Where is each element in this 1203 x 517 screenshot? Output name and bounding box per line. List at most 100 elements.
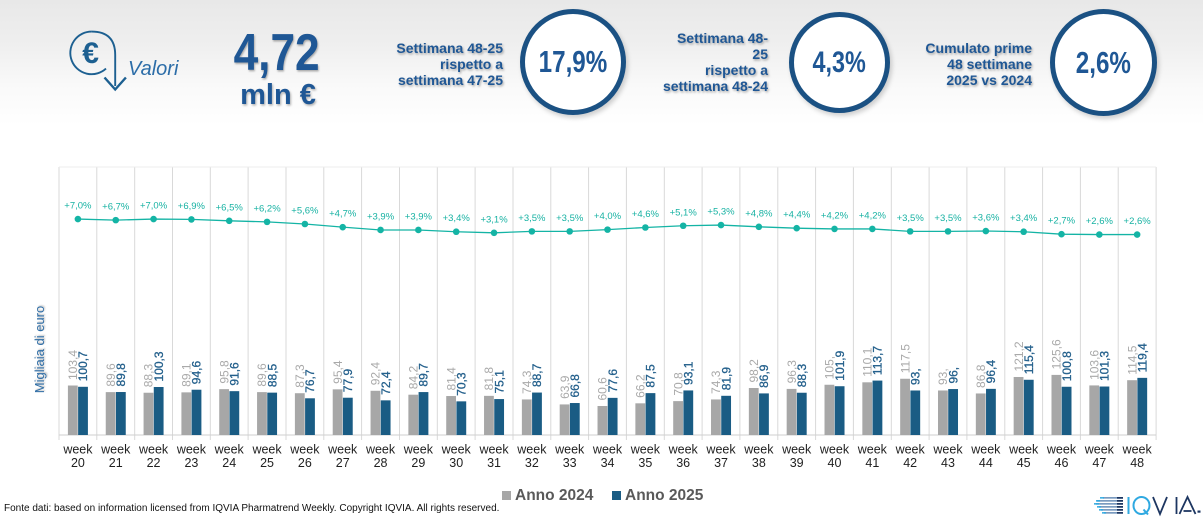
svg-text:+4,4%: +4,4% <box>783 210 811 221</box>
svg-text:+5,1%: +5,1% <box>670 207 698 218</box>
svg-text:week: week <box>403 443 434 457</box>
svg-text:week: week <box>1046 443 1077 457</box>
svg-text:week: week <box>592 443 623 457</box>
svg-text:74,3: 74,3 <box>520 370 534 394</box>
svg-text:27: 27 <box>336 456 350 470</box>
svg-text:63,9: 63,9 <box>558 375 572 399</box>
svg-text:93,: 93, <box>936 368 950 385</box>
svg-text:week: week <box>705 443 736 457</box>
svg-text:70,8: 70,8 <box>671 372 685 396</box>
svg-text:+6,7%: +6,7% <box>102 202 130 213</box>
svg-text:week: week <box>857 443 888 457</box>
svg-text:77,6: 77,6 <box>606 369 620 393</box>
svg-text:+3,4%: +3,4% <box>443 213 471 224</box>
svg-text:24: 24 <box>222 456 236 470</box>
svg-text:121,2: 121,2 <box>1012 341 1026 371</box>
svg-text:86,9: 86,9 <box>757 364 771 388</box>
svg-text:week: week <box>1084 443 1115 457</box>
svg-text:+4,2%: +4,2% <box>821 210 849 221</box>
svg-text:37: 37 <box>714 456 728 470</box>
svg-text:+3,6%: +3,6% <box>972 213 1000 224</box>
svg-text:26: 26 <box>298 456 312 470</box>
svg-text:€: € <box>82 37 99 70</box>
svg-text:103,6: 103,6 <box>1087 350 1101 380</box>
svg-text:89,6: 89,6 <box>255 363 269 387</box>
svg-text:81,9: 81,9 <box>719 367 733 391</box>
svg-text:113,7: 113,7 <box>871 346 885 375</box>
svg-text:+4,2%: +4,2% <box>859 210 887 221</box>
svg-text:+6,2%: +6,2% <box>253 203 281 214</box>
svg-text:34: 34 <box>601 456 615 470</box>
svg-text:23: 23 <box>184 456 198 470</box>
svg-text:87,5: 87,5 <box>644 364 658 388</box>
svg-text:66,8: 66,8 <box>568 374 582 398</box>
svg-text:45: 45 <box>1017 456 1031 470</box>
svg-text:101,9: 101,9 <box>833 350 847 380</box>
svg-text:70,3: 70,3 <box>455 372 469 396</box>
svg-text:86,8: 86,8 <box>974 364 988 388</box>
svg-text:40: 40 <box>828 456 842 470</box>
svg-text:91,6: 91,6 <box>228 362 242 386</box>
svg-text:week: week <box>668 443 699 457</box>
svg-text:43: 43 <box>941 456 955 470</box>
svg-text:98,2: 98,2 <box>747 359 761 383</box>
svg-text:100,7: 100,7 <box>76 351 90 381</box>
svg-text:+7,0%: +7,0% <box>64 201 92 212</box>
svg-text:week: week <box>932 443 963 457</box>
svg-text:89,1: 89,1 <box>180 363 194 387</box>
svg-text:week: week <box>819 443 850 457</box>
svg-text:100,3: 100,3 <box>152 351 166 381</box>
svg-text:88,5: 88,5 <box>265 363 279 387</box>
svg-text:+3,9%: +3,9% <box>405 211 433 222</box>
svg-text:84,2: 84,2 <box>406 366 420 390</box>
svg-text:96,3: 96,3 <box>785 360 799 384</box>
svg-text:+6,9%: +6,9% <box>178 201 206 212</box>
svg-text:+5,3%: +5,3% <box>707 207 735 218</box>
svg-text:32: 32 <box>525 456 539 470</box>
svg-text:41: 41 <box>865 456 879 470</box>
svg-text:105,: 105, <box>823 356 837 379</box>
svg-text:36: 36 <box>676 456 690 470</box>
svg-text:+3,5%: +3,5% <box>556 213 584 224</box>
svg-text:103,4: 103,4 <box>66 350 80 380</box>
svg-text:31: 31 <box>487 456 501 470</box>
svg-text:76,7: 76,7 <box>303 369 317 393</box>
svg-text:week: week <box>1008 443 1039 457</box>
svg-text:Migliaia di euro: Migliaia di euro <box>32 306 47 393</box>
svg-text:+2,6%: +2,6% <box>1086 216 1114 227</box>
svg-text:+2,6%: +2,6% <box>1124 216 1152 227</box>
svg-text:89,6: 89,6 <box>104 363 118 387</box>
svg-text:week: week <box>62 443 93 457</box>
svg-text:77,9: 77,9 <box>341 369 355 393</box>
svg-text:week: week <box>289 443 320 457</box>
svg-text:46: 46 <box>1055 456 1069 470</box>
svg-text:+3,9%: +3,9% <box>367 211 395 222</box>
svg-text:115,4: 115,4 <box>1022 345 1036 374</box>
svg-text:+3,4%: +3,4% <box>1010 213 1038 224</box>
svg-text:96,: 96, <box>946 367 960 384</box>
svg-text:week: week <box>895 443 926 457</box>
svg-text:94,6: 94,6 <box>190 361 204 385</box>
svg-text:week: week <box>327 443 358 457</box>
svg-text:66,2: 66,2 <box>633 374 647 398</box>
svg-text:week: week <box>630 443 661 457</box>
svg-text:125,6: 125,6 <box>1050 339 1064 369</box>
svg-text:44: 44 <box>979 456 993 470</box>
svg-text:88,3: 88,3 <box>795 364 809 388</box>
svg-text:30: 30 <box>449 456 463 470</box>
svg-text:81,4: 81,4 <box>444 367 458 391</box>
svg-text:28: 28 <box>374 456 388 470</box>
svg-text:29: 29 <box>411 456 425 470</box>
svg-text:74,3: 74,3 <box>709 370 723 394</box>
svg-text:72,4: 72,4 <box>379 371 393 395</box>
svg-text:week: week <box>365 443 396 457</box>
svg-text:100,8: 100,8 <box>1060 351 1074 381</box>
svg-text:week: week <box>781 443 812 457</box>
svg-text:week: week <box>1122 443 1153 457</box>
svg-text:87,3: 87,3 <box>293 364 307 388</box>
svg-text:week: week <box>743 443 774 457</box>
svg-text:33: 33 <box>563 456 577 470</box>
svg-text:39: 39 <box>790 456 804 470</box>
svg-text:88,3: 88,3 <box>142 364 156 388</box>
svg-text:38: 38 <box>752 456 766 470</box>
